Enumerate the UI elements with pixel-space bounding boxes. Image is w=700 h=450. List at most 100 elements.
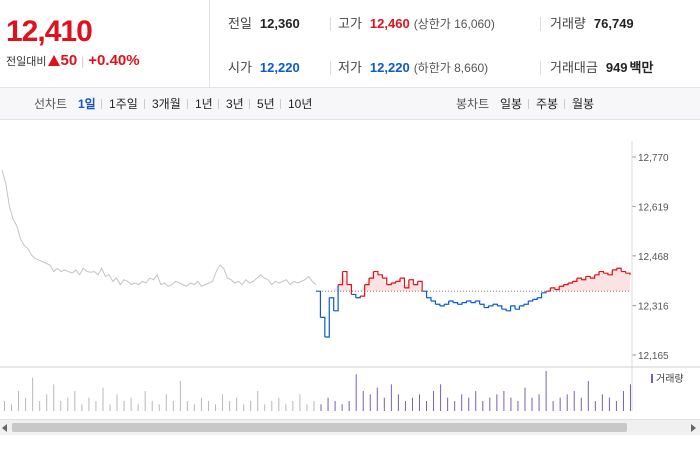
volume-bar xyxy=(524,387,526,411)
volume-bar xyxy=(186,401,188,411)
volume-bar xyxy=(320,404,322,411)
volume-bar xyxy=(25,397,27,411)
divider xyxy=(540,61,541,75)
volume-bar xyxy=(482,401,484,411)
tab-weekly-candle[interactable]: 주봉 xyxy=(536,97,559,111)
stat-label: 저가 xyxy=(338,60,362,75)
volume-bar xyxy=(426,401,428,411)
volume-bar xyxy=(475,391,477,411)
volume-bar xyxy=(468,397,470,411)
chart-scrollbar[interactable] xyxy=(0,419,700,435)
volume-bar xyxy=(566,394,568,411)
tab-monthly-candle[interactable]: 월봉 xyxy=(572,97,595,111)
today-line-segment xyxy=(382,277,388,285)
volume-bar xyxy=(390,384,392,411)
up-area-fill-group xyxy=(316,268,630,292)
line-chart-label: 선차트 xyxy=(34,97,68,111)
today-line-segment xyxy=(408,279,414,285)
volume-bar xyxy=(151,401,153,411)
tab-daily-candle[interactable]: 일봉 xyxy=(500,97,523,111)
volume-bar xyxy=(496,394,498,411)
volume-bar xyxy=(327,397,329,411)
today-line-segment xyxy=(554,286,560,291)
y-tick-label: 12,770 xyxy=(638,153,669,164)
today-line-segment xyxy=(439,304,445,307)
today-line-segment xyxy=(506,305,512,312)
stat-high: 고가 12,460 (상한가 16,060) xyxy=(338,16,495,32)
volume-bar xyxy=(215,404,217,411)
tab-separator xyxy=(187,99,188,109)
tab-1-week[interactable]: 1주일 xyxy=(109,97,138,111)
tab-1-day[interactable]: 1일 xyxy=(78,97,96,111)
today-line-segment xyxy=(576,277,582,280)
today-line-segment xyxy=(329,297,335,311)
tab-separator xyxy=(144,99,145,109)
tab-3-years[interactable]: 3년 xyxy=(226,97,244,111)
volume-bar xyxy=(454,401,456,411)
volume-bar xyxy=(622,391,624,411)
volume-bar xyxy=(573,391,575,411)
scroll-right-arrow-icon[interactable] xyxy=(691,424,696,432)
today-line-segment xyxy=(585,275,591,279)
today-line-segment xyxy=(572,278,578,282)
today-line-segment xyxy=(316,290,322,318)
volume-bar xyxy=(257,391,259,411)
today-line-segment xyxy=(510,305,516,310)
tab-3-months[interactable]: 3개월 xyxy=(152,97,181,111)
scroll-thumb[interactable] xyxy=(12,423,627,432)
volume-bar xyxy=(32,377,34,411)
volume-bar xyxy=(559,397,561,411)
volume-legend-swatch xyxy=(651,374,653,383)
tab-1-year[interactable]: 1년 xyxy=(195,97,213,111)
today-line-segment xyxy=(448,300,454,303)
today-line-segment xyxy=(603,272,609,275)
volume-bar xyxy=(116,394,118,411)
tab-5-years[interactable]: 5년 xyxy=(257,97,275,111)
volume-bar xyxy=(552,401,554,411)
volume-bars-group xyxy=(4,371,631,411)
chart-period-bar: 선차트 1일 1주일 3개월 1년 3년 5년 10년 봉차트 일봉 주봉 월봉 xyxy=(0,88,700,120)
today-line-segment xyxy=(523,301,529,305)
stat-value: 12,360 xyxy=(259,16,300,31)
stat-value: 76,749 xyxy=(593,16,634,31)
today-line-segment xyxy=(475,300,481,305)
volume-bar xyxy=(39,401,41,411)
volume-bar xyxy=(461,394,463,411)
change-amount: 50 xyxy=(60,52,78,69)
volume-bar xyxy=(306,404,308,411)
tab-separator xyxy=(101,99,102,109)
volume-bar xyxy=(355,374,357,411)
scroll-left-arrow-icon[interactable] xyxy=(2,424,7,432)
volume-bar xyxy=(594,401,596,411)
upper-limit: (상한가 16,060) xyxy=(413,17,495,31)
volume-bar xyxy=(531,397,533,411)
today-line-segment xyxy=(515,305,521,310)
stat-label: 고가 xyxy=(338,16,362,31)
volume-bar xyxy=(278,397,280,411)
volume-bar xyxy=(418,394,420,411)
volume-bar xyxy=(158,404,160,411)
current-price: 12,410 xyxy=(6,15,93,48)
divider xyxy=(540,17,541,31)
volume-bar xyxy=(95,401,97,411)
stat-prev-close: 전일 12,360 xyxy=(228,16,300,32)
volume-bar xyxy=(397,394,399,411)
tab-10-years[interactable]: 10년 xyxy=(288,97,313,111)
price-summary-panel: 12,410 전일대비 50 | +0.40% 전일 12,360 고가 12,460 (상… xyxy=(0,0,700,88)
current-price-box: 12,410 전일대비 50 | +0.40% xyxy=(0,0,210,88)
volume-bar xyxy=(285,404,287,411)
volume-bar xyxy=(538,394,540,411)
volume-bar xyxy=(165,394,167,411)
tab-separator xyxy=(280,99,281,109)
volume-bar xyxy=(510,397,512,411)
volume-bar xyxy=(193,404,195,411)
volume-bar xyxy=(81,404,83,411)
divider xyxy=(330,17,331,31)
volume-bar xyxy=(18,391,20,411)
volume-bar xyxy=(74,391,76,411)
volume-bar xyxy=(243,404,245,411)
today-line-segment xyxy=(461,301,467,304)
today-line-segment xyxy=(373,270,379,275)
today-line-segment xyxy=(528,299,534,302)
volume-legend-label: 거래량 xyxy=(656,373,684,385)
